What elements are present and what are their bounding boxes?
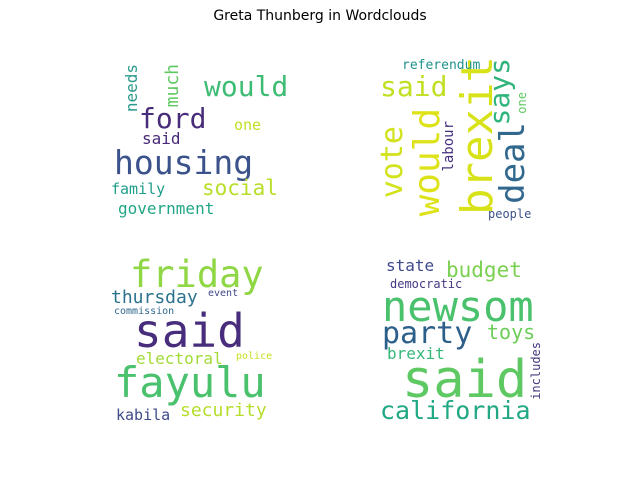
wordcloud-word: housing (114, 143, 254, 182)
wordcloud-word: kabila (116, 406, 171, 424)
wordcloud-word: event (208, 288, 239, 299)
wordcloud-word: thursday (111, 287, 198, 308)
wordcloud-word: friday (130, 253, 264, 296)
figure-title: Greta Thunberg in Wordclouds (213, 8, 427, 24)
wordcloud-word: one (515, 92, 529, 114)
wordcloud-word: california (380, 396, 531, 425)
wordcloud-word: fayulu (114, 358, 266, 407)
wordcloud-word: brexit (387, 344, 445, 363)
wordcloud-word: said (402, 350, 528, 410)
wordcloud-word: would (204, 70, 289, 103)
wordcloud-word: needs (122, 64, 141, 113)
wordcloud-word: newsom (382, 282, 534, 331)
wordcloud-word: ford (139, 102, 207, 135)
wordcloud-word: includes (529, 342, 543, 400)
wordcloud-word: social (202, 176, 278, 200)
wordcloud-word: said (134, 304, 245, 358)
wordcloud-word: referendum (402, 58, 481, 73)
wordcloud-word: party (382, 316, 473, 351)
wordcloud-word: toys (487, 320, 536, 344)
wordcloud-word: electoral (136, 349, 223, 368)
wordcloud-word: said (380, 70, 448, 103)
wordcloud-word: police (236, 351, 273, 362)
wordcloud-word: government (118, 199, 215, 218)
wordcloud-word: state (386, 256, 435, 275)
wordcloud-word: says (483, 58, 516, 126)
wordcloud-word: one (234, 116, 262, 134)
wordcloud-word: people (488, 207, 532, 221)
wordcloud-word: security (180, 400, 267, 421)
wordcloud-word: budget (446, 258, 522, 282)
wordcloud-word: family (111, 180, 166, 198)
wordcloud-word: deal (493, 122, 533, 204)
wordcloud-word: vote (375, 126, 410, 199)
wordcloud-word: labour (441, 121, 457, 172)
wordcloud-word: said (142, 129, 181, 148)
wordcloud-word: much (162, 64, 183, 108)
wordcloud-word: commission (114, 306, 175, 317)
wordcloud-word: democratic (390, 277, 463, 291)
